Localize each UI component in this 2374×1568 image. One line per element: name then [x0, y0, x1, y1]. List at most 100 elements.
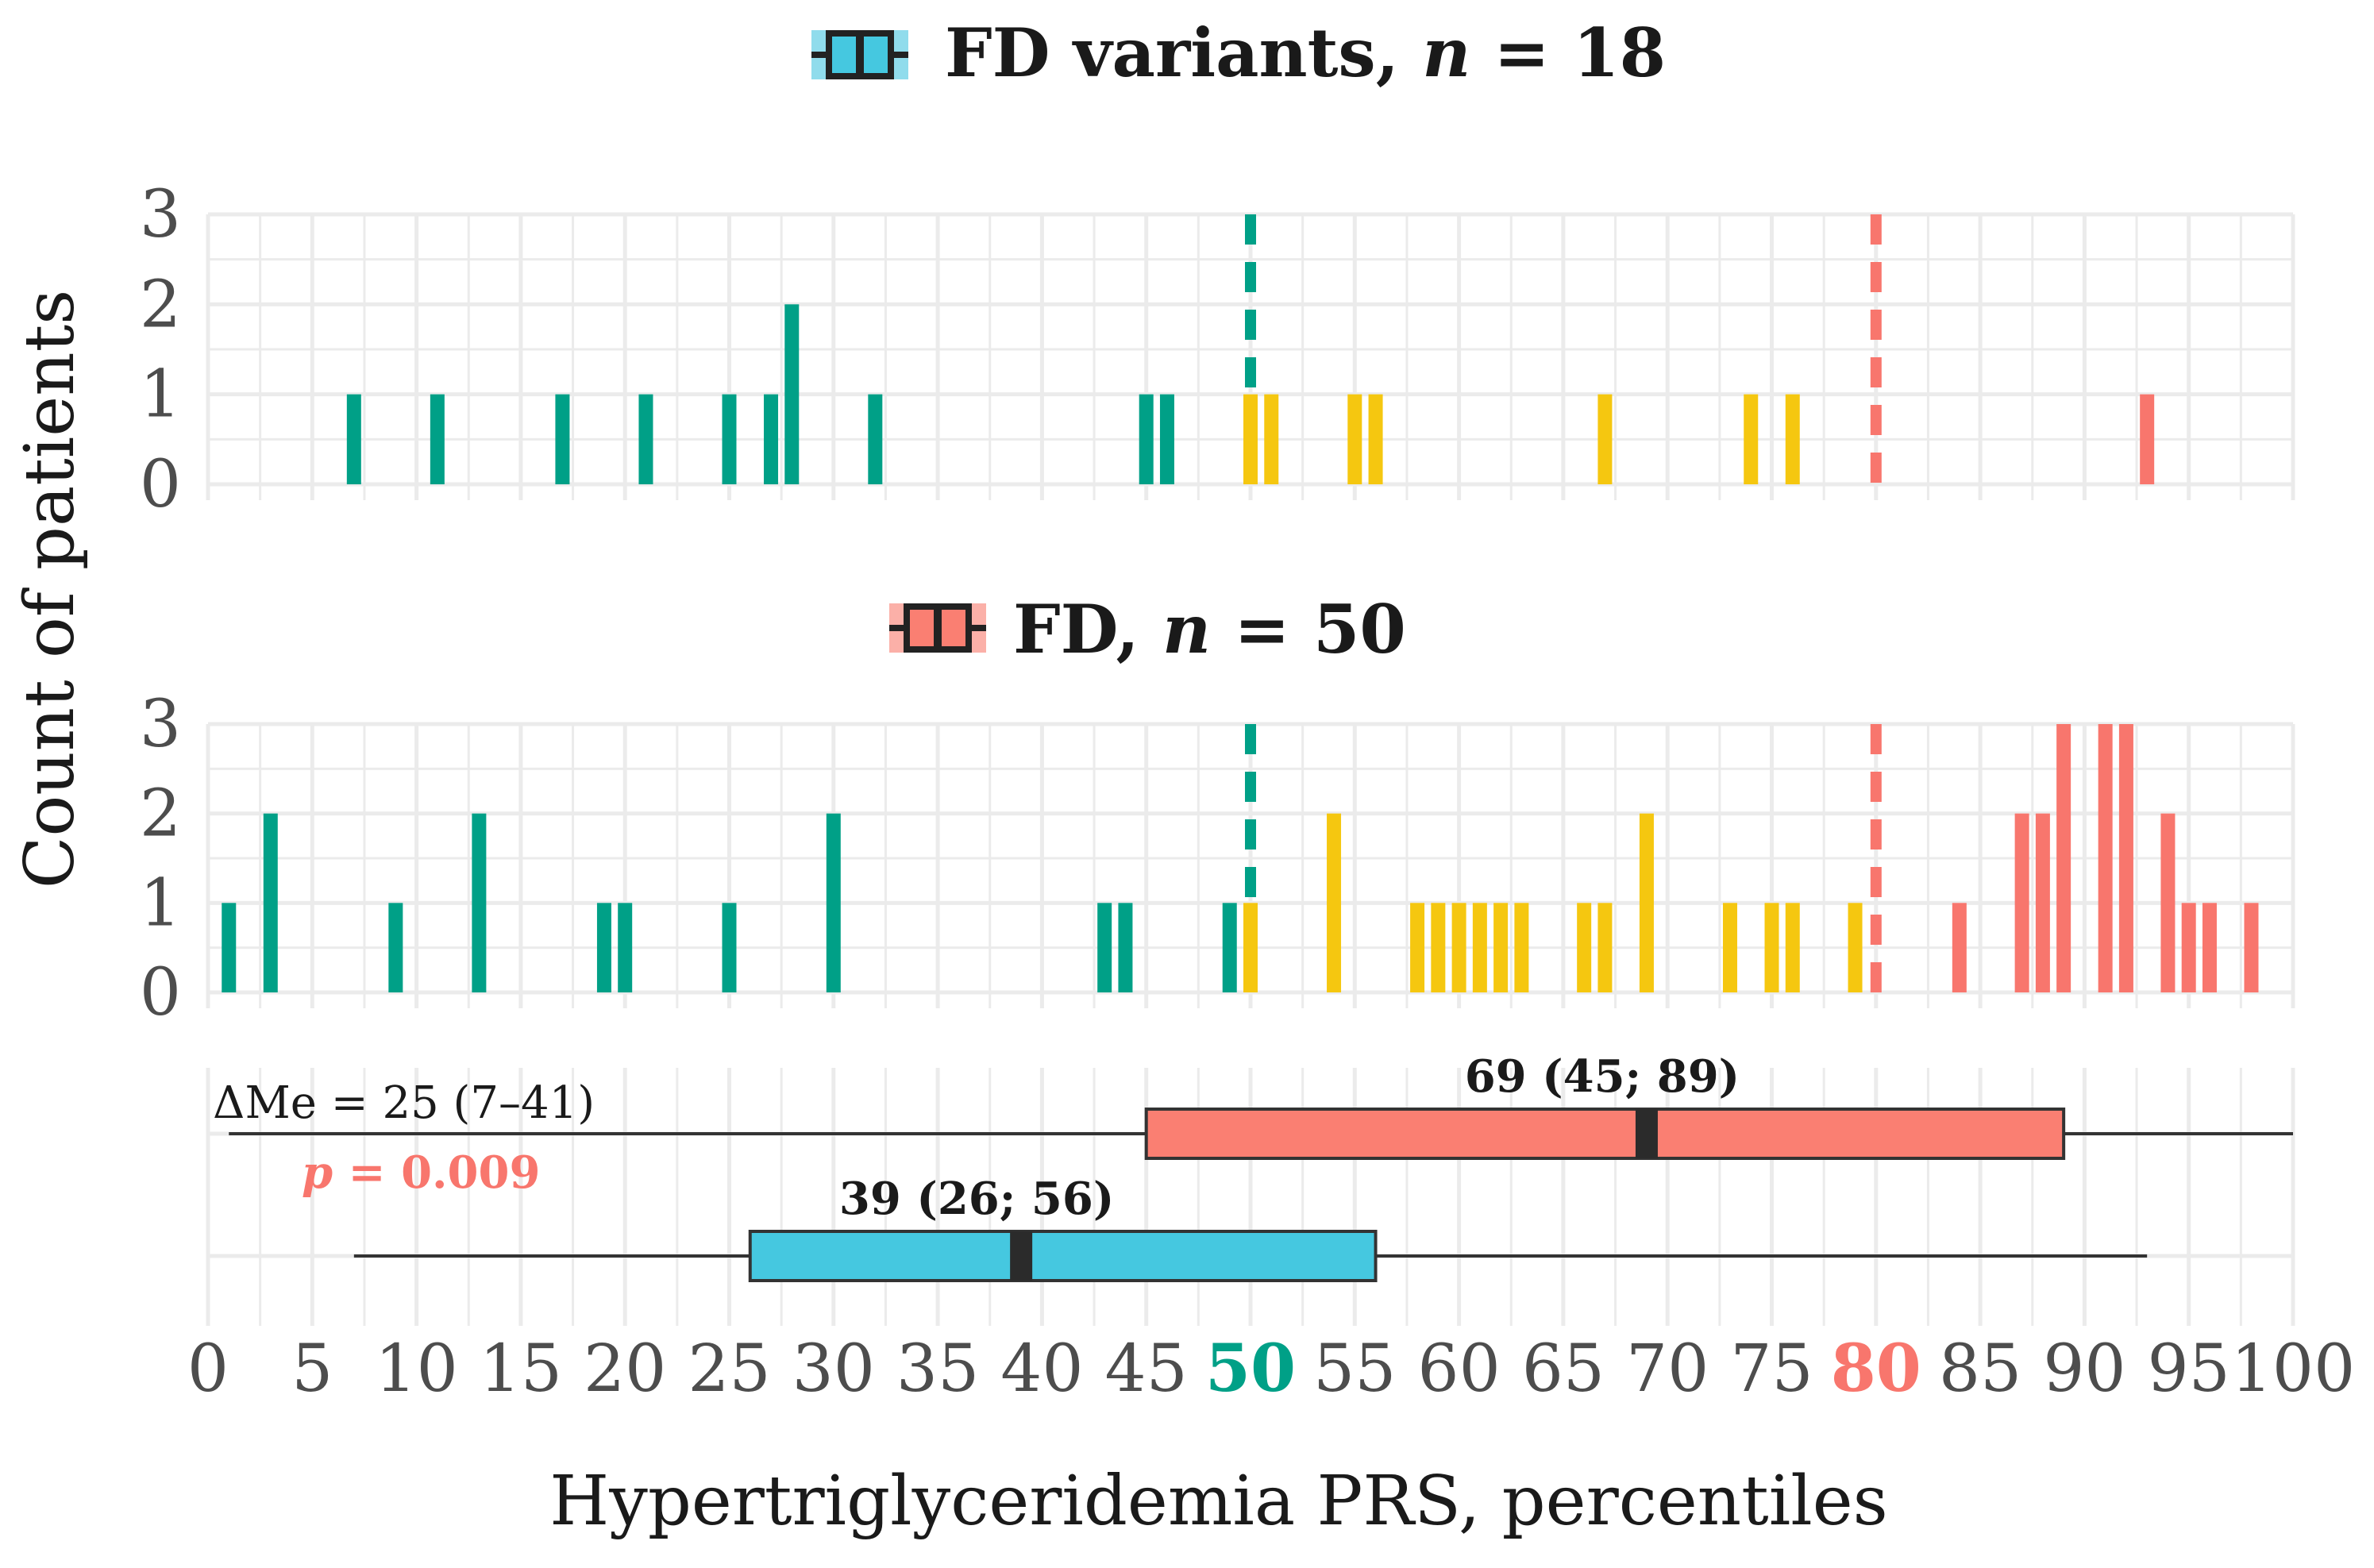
- x-tick-label: 35: [896, 1331, 979, 1407]
- histogram-bar: [1451, 903, 1466, 992]
- x-tick-label: 60: [1417, 1331, 1500, 1407]
- histogram-bar: [638, 394, 653, 484]
- panel2-title-main: FD: [1013, 590, 1116, 668]
- y-tick-labels: 0 1 2 3 0 1 2 3: [140, 177, 181, 1031]
- boxplot-median: [1010, 1231, 1033, 1281]
- histogram-bar: [2202, 903, 2217, 992]
- histogram-bar: [388, 903, 403, 992]
- histogram-bar: [1097, 903, 1112, 992]
- histogram-bars: [222, 304, 2259, 992]
- histogram-bar: [2056, 724, 2071, 992]
- p-value: = 0.009: [333, 1146, 540, 1199]
- histogram-bar: [2140, 394, 2155, 484]
- x-tick-label: 80: [1831, 1331, 1921, 1407]
- histogram-bar: [1243, 394, 1258, 484]
- histogram-bar: [1744, 394, 1759, 484]
- svg-text:FD, n = 50: FD, n = 50: [1013, 590, 1406, 668]
- histogram-bar: [472, 813, 487, 992]
- histogram-bar: [1952, 903, 1967, 992]
- histogram-bar: [1597, 394, 1613, 484]
- panel1-title: FD variants, n = 18: [811, 13, 1666, 92]
- x-tick-label: 90: [2043, 1331, 2125, 1407]
- histogram-bar: [1264, 394, 1279, 484]
- x-tick-label: 65: [1522, 1331, 1605, 1407]
- svg-text:FD variants, n = 18: FD variants, n = 18: [945, 13, 1666, 92]
- legend-box-icon-fd: [889, 603, 986, 653]
- x-tick-label: 15: [480, 1331, 562, 1407]
- x-tick-label: 85: [1939, 1331, 2021, 1407]
- boxplot-label: 39 (26; 56): [839, 1173, 1114, 1225]
- histogram-bar: [1327, 813, 1342, 992]
- histogram-bar: [1785, 394, 1800, 484]
- x-tick-label: 30: [792, 1331, 875, 1407]
- y-tick-label: 0: [140, 447, 181, 522]
- panel2-title-value: = 50: [1211, 590, 1406, 668]
- x-tick-label: 75: [1730, 1331, 1813, 1407]
- panel1-title-value: = 18: [1470, 13, 1666, 92]
- y-tick-label: 0: [140, 955, 181, 1031]
- x-tick-label: 55: [1313, 1331, 1396, 1407]
- panel2-title-n: n: [1162, 590, 1211, 668]
- y-tick-label: 3: [140, 687, 181, 762]
- x-tick-label: 70: [1626, 1331, 1709, 1407]
- histogram-bar: [2181, 903, 2196, 992]
- histogram-bar: [764, 394, 779, 484]
- histogram-bar: [1222, 903, 1237, 992]
- histogram-bar: [222, 903, 237, 992]
- histogram-bar: [1139, 394, 1154, 484]
- histogram-bar: [555, 394, 570, 484]
- panel1-title-n: n: [1422, 13, 1470, 92]
- legend-box-icon-variants: [811, 30, 908, 79]
- histogram-bar: [430, 394, 445, 484]
- histogram-bar: [1597, 903, 1613, 992]
- x-tick-labels: 0 5 10 15 20 25 30 35 40 45 50 55 60 65 70 75 80 85 90 95 10…: [187, 1331, 2355, 1407]
- histogram-bar: [2244, 903, 2259, 992]
- histogram-bar: [1785, 903, 1800, 992]
- histogram-bar: [2118, 724, 2133, 992]
- boxplot-box: [748, 1230, 1378, 1282]
- histogram-bar: [346, 394, 361, 484]
- histogram-bar: [1764, 903, 1779, 992]
- histogram-bar: [826, 813, 841, 992]
- y-tick-label: 3: [140, 177, 181, 252]
- histogram-bar: [868, 394, 883, 484]
- histogram-bar: [1639, 813, 1654, 992]
- histogram-bar: [2160, 813, 2176, 992]
- y-tick-label: 2: [140, 776, 181, 852]
- boxplot-label: 69 (45; 89): [1465, 1050, 1740, 1103]
- histogram-bar: [1493, 903, 1509, 992]
- x-tick-label: 10: [375, 1331, 457, 1407]
- histogram-bar: [1368, 394, 1383, 484]
- y-tick-label: 1: [140, 357, 181, 433]
- histogram-bar: [1577, 903, 1592, 992]
- histogram-bar: [1514, 903, 1529, 992]
- x-tick-label: 40: [1000, 1331, 1083, 1407]
- histogram-bar: [2098, 724, 2113, 992]
- y-tick-label: 1: [140, 865, 181, 941]
- histogram-bar: [1347, 394, 1362, 484]
- histogram-bar: [784, 304, 800, 484]
- y-tick-label: 2: [140, 267, 181, 342]
- x-tick-label: 0: [187, 1331, 229, 1407]
- histogram-bar: [722, 394, 737, 484]
- x-tick-label: 50: [1205, 1331, 1296, 1407]
- x-tick-label: 45: [1105, 1331, 1188, 1407]
- histogram-bar: [1243, 903, 1258, 992]
- x-tick-label: 25: [688, 1331, 770, 1407]
- histogram-bar: [1118, 903, 1133, 992]
- histogram-bar: [2014, 813, 2029, 992]
- histogram-bar: [1431, 903, 1446, 992]
- histogram-bar: [1848, 903, 1863, 992]
- x-tick-label: 95: [2148, 1331, 2230, 1407]
- histogram-bar: [1159, 394, 1174, 484]
- x-tick-label: 20: [584, 1331, 666, 1407]
- histogram-bar: [2035, 813, 2050, 992]
- histogram-bar: [618, 903, 633, 992]
- y-axis-title: Count of patients: [10, 290, 90, 889]
- p-symbol: p: [302, 1146, 333, 1199]
- histogram-bar: [722, 903, 737, 992]
- x-tick-label: 100: [2231, 1331, 2356, 1407]
- p-value-label: p = 0.009: [302, 1146, 540, 1199]
- boxplots: 69 (45; 89) 39 (26; 56): [229, 1050, 2293, 1282]
